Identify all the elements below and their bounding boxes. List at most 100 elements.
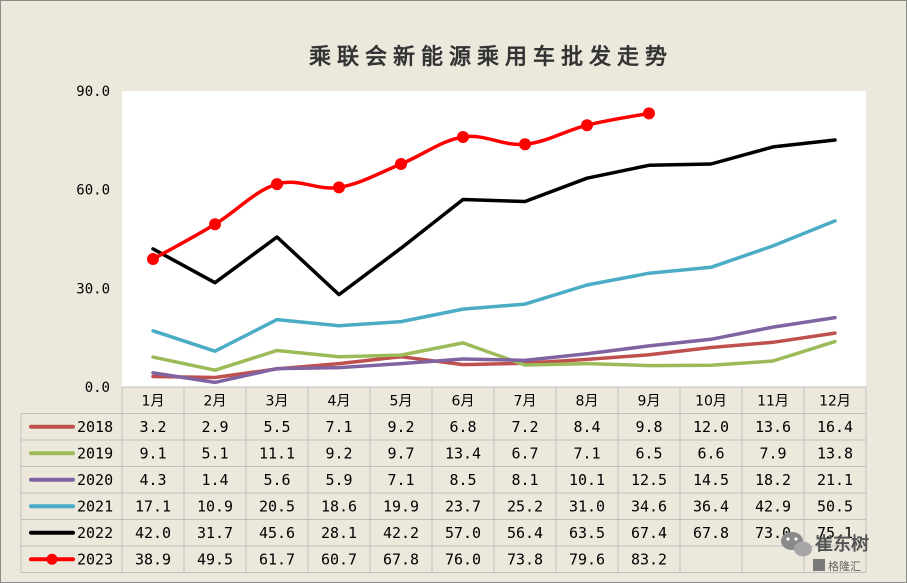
- data-label: 25.2: [507, 497, 543, 515]
- data-label: 9.2: [325, 444, 352, 462]
- data-label: 6.7: [511, 444, 538, 462]
- y-tick-label: 30.0: [76, 281, 110, 297]
- data-label: 7.9: [759, 444, 786, 462]
- data-label: 11.1: [259, 444, 295, 462]
- data-label: 18.6: [321, 497, 357, 515]
- data-label: 18.2: [755, 471, 791, 489]
- x-tick-label: 12月: [819, 393, 851, 409]
- data-label: 3.2: [139, 418, 166, 436]
- x-tick-label: 8月: [576, 393, 599, 409]
- data-label: 13.8: [817, 444, 853, 462]
- point-2023: [333, 181, 345, 194]
- data-label: 31.7: [197, 524, 233, 542]
- point-2023: [395, 158, 407, 171]
- data-label: 4.3: [139, 471, 166, 489]
- x-tick-label: 4月: [328, 393, 351, 409]
- x-tick-label: 7月: [514, 393, 537, 409]
- data-label: 8.4: [573, 418, 600, 436]
- data-label: 10.1: [569, 471, 605, 489]
- point-2023: [643, 107, 655, 120]
- x-tick-label: 6月: [452, 393, 475, 409]
- data-label: 67.4: [631, 524, 667, 542]
- data-label: 9.8: [635, 418, 662, 436]
- data-label: 50.5: [817, 497, 853, 515]
- data-label: 20.5: [259, 497, 295, 515]
- data-label: 61.7: [259, 550, 295, 568]
- data-label: 14.5: [693, 471, 729, 489]
- legend-label: 2018: [77, 418, 113, 436]
- series-line-2022: [151, 138, 837, 297]
- x-tick-label: 11月: [757, 393, 789, 409]
- data-label: 36.4: [693, 497, 729, 515]
- data-label: 23.7: [445, 497, 481, 515]
- data-label: 13.6: [755, 418, 791, 436]
- data-label: 63.5: [569, 524, 605, 542]
- data-label: 42.9: [755, 497, 791, 515]
- data-label: 9.1: [139, 444, 166, 462]
- legend-key-marker: [46, 553, 58, 565]
- data-label: 19.9: [383, 497, 419, 515]
- data-label: 38.9: [135, 550, 171, 568]
- data-label: 7.1: [325, 418, 352, 436]
- data-label: 57.0: [445, 524, 481, 542]
- data-label: 67.8: [693, 524, 729, 542]
- y-tick-label: 60.0: [76, 183, 110, 199]
- data-label: 8.1: [511, 471, 538, 489]
- watermark-sub: 格隆汇: [828, 559, 861, 573]
- series-line-2020: [151, 315, 837, 385]
- point-2023: [147, 253, 159, 266]
- point-2023: [271, 178, 283, 191]
- x-tick-label: 5月: [390, 393, 413, 409]
- x-tick-label: 10月: [695, 393, 727, 409]
- data-label: 76.0: [445, 550, 481, 568]
- data-label: 12.0: [693, 418, 729, 436]
- data-label: 56.4: [507, 524, 543, 542]
- watermark: 崔东树 格隆汇: [781, 532, 869, 573]
- data-label: 49.5: [197, 550, 233, 568]
- watermark-logo: [813, 559, 825, 571]
- point-2023: [209, 218, 221, 231]
- data-label: 6.5: [635, 444, 662, 462]
- x-tick-label: 9月: [638, 393, 661, 409]
- point-2023: [581, 119, 593, 132]
- data-label: 42.0: [135, 524, 171, 542]
- data-table: 1月 2月 3月 4月 5月 6月 7月 8月 9月 10月 11月 12月 2018 3.2 2.9 5.5…: [20, 386, 867, 573]
- y-tick-label: 0.0: [85, 380, 110, 396]
- legend-label: 2019: [77, 444, 113, 462]
- data-label: 7.1: [573, 444, 600, 462]
- data-label: 5.6: [263, 471, 290, 489]
- data-label: 5.9: [325, 471, 352, 489]
- data-label: 73.8: [507, 550, 543, 568]
- x-tick-label: 2月: [204, 393, 227, 409]
- data-label: 12.5: [631, 471, 667, 489]
- data-label: 45.6: [259, 524, 295, 542]
- data-label: 31.0: [569, 497, 605, 515]
- data-label: 5.1: [201, 444, 228, 462]
- watermark-name: 崔东树: [815, 533, 869, 555]
- point-2023: [457, 131, 469, 144]
- data-label: 67.8: [383, 550, 419, 568]
- wechat-icon: [781, 532, 812, 557]
- legend-label: 2020: [77, 471, 113, 489]
- data-label: 5.5: [263, 418, 290, 436]
- data-label: 21.1: [817, 471, 853, 489]
- data-label: 7.2: [511, 418, 538, 436]
- data-label: 9.2: [387, 418, 414, 436]
- y-tick-label: 90.0: [76, 84, 110, 100]
- data-label: 10.9: [197, 497, 233, 515]
- data-label: 2.9: [201, 418, 228, 436]
- data-label: 42.2: [383, 524, 419, 542]
- legend-label: 2022: [77, 524, 113, 542]
- data-label: 34.6: [631, 497, 667, 515]
- data-label: 28.1: [321, 524, 357, 542]
- data-label: 75.1: [817, 524, 853, 542]
- data-label: 79.6: [569, 550, 605, 568]
- point-2023: [519, 138, 531, 151]
- data-label: 6.8: [449, 418, 476, 436]
- data-label: 9.7: [387, 444, 414, 462]
- chart-title: 乘联会新能源乘用车批发走势: [308, 44, 673, 70]
- data-label: 13.4: [445, 444, 481, 462]
- data-label: 17.1: [135, 497, 171, 515]
- data-label: 16.4: [817, 418, 853, 436]
